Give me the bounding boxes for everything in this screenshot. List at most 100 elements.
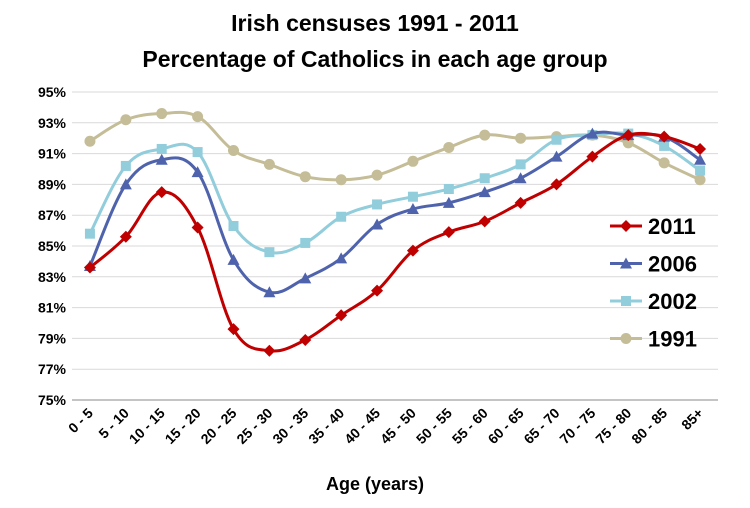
series-1991 [84,108,706,186]
series-2011-point [263,344,276,357]
series-1991-point [658,157,670,169]
series-2011 [83,129,707,357]
x-axis-title: Age (years) [326,474,424,494]
series-1991-point [192,111,204,123]
legend-marker [620,333,632,344]
legend-label: 2011 [648,214,696,239]
x-tick-label: 85+ [678,405,706,433]
x-tick-label: 25 - 30 [233,405,275,447]
x-tick-label: 10 - 15 [126,405,168,447]
x-tick-label: 80 - 85 [628,405,670,447]
series-1991-point [515,132,527,144]
series-2006-point [442,196,455,208]
series-2002-point [120,160,131,171]
series-2011-line [88,131,701,353]
legend-item-1991: 1991 [610,327,697,352]
chart-title: Irish censuses 1991 - 2011 [231,10,519,36]
x-tick-label: 60 - 65 [485,405,527,447]
series-2006-point [514,172,527,184]
y-tick-label: 77% [38,361,67,377]
y-tick-label: 89% [38,176,67,192]
legend-marker [621,296,631,306]
series-2006-point [550,150,563,162]
series-2002-point [156,143,167,154]
series-2006-point [263,286,276,298]
series-2011-point [371,284,384,297]
series-1991-point [299,171,311,183]
series-2011-point [155,186,168,199]
y-tick-label: 83% [38,269,67,285]
series-2002-point [407,191,418,202]
series-2006-point [299,272,312,284]
series-2006-point [586,127,599,139]
y-tick-label: 95% [38,84,67,100]
y-tick-label: 93% [38,115,67,131]
series-1991-point [120,114,132,126]
series-2006-point [191,166,204,178]
y-axis-ticks: 75% 77% 79% 81% 83% 85% 87% 89% 91% 93% 95% [38,84,67,408]
series-1991-point [407,155,419,167]
series-2011-point [191,221,204,234]
series-2002-point [443,184,454,195]
series-2006-point [335,252,348,264]
series-1991-point [479,129,491,141]
series-2011-point [83,261,96,274]
series-2006-point [155,153,168,165]
series-group [83,108,707,357]
series-2002 [84,128,706,258]
series-2002-point [479,173,490,184]
series-2002-point [515,159,526,170]
x-tick-label: 40 - 45 [341,405,383,447]
legend-label: 2006 [648,252,697,277]
series-2002-point [192,147,203,158]
y-tick-label: 85% [38,238,67,254]
series-2011-point [299,333,312,346]
y-tick-label: 79% [38,330,67,346]
series-2006-point [694,153,707,165]
x-tick-label: 65 - 70 [520,405,562,447]
y-tick-label: 75% [38,392,67,408]
series-2011-point [622,129,635,142]
series-2002-point [551,134,562,145]
legend-marker [620,257,632,269]
x-tick-label: 75 - 80 [592,405,634,447]
series-2011-point [550,178,563,191]
y-tick-label: 87% [38,207,67,223]
series-2002-point [336,211,347,222]
x-tick-label: 15 - 20 [162,405,204,447]
x-tick-label: 70 - 75 [556,405,598,447]
series-2006-point [119,178,132,190]
chart-subtitle: Percentage of Catholics in each age grou… [142,46,607,72]
legend-item-2006: 2006 [610,252,697,277]
series-2011-point [442,226,455,239]
series-2011-point [694,142,707,155]
x-tick-label: 35 - 40 [305,405,347,447]
series-2002-point [264,247,275,258]
series-2011-point [514,196,527,209]
legend-label: 1991 [648,327,697,352]
series-1991-point [156,108,168,120]
series-2011-point [406,244,419,257]
series-1991-point [335,174,347,186]
legend-marker [620,220,632,232]
series-2002-point [659,140,670,151]
series-1991-point [694,174,706,186]
series-2011-point [478,215,491,228]
series-2002-point [228,220,239,231]
y-tick-label: 91% [38,146,67,162]
series-2002-point [372,199,383,210]
legend-label: 2002 [648,289,697,314]
x-tick-label: 45 - 50 [377,405,419,447]
series-2011-point [658,130,671,143]
y-tick-label: 81% [38,300,67,316]
series-1991-point [263,158,275,170]
x-tick-label: 55 - 60 [449,405,491,447]
x-tick-label: 30 - 35 [269,405,311,447]
series-1991-point [228,145,239,157]
x-tick-label: 20 - 25 [197,405,239,447]
x-tick-label: 50 - 55 [413,405,455,447]
series-2006-point [406,203,419,215]
series-2006-point [227,253,240,265]
